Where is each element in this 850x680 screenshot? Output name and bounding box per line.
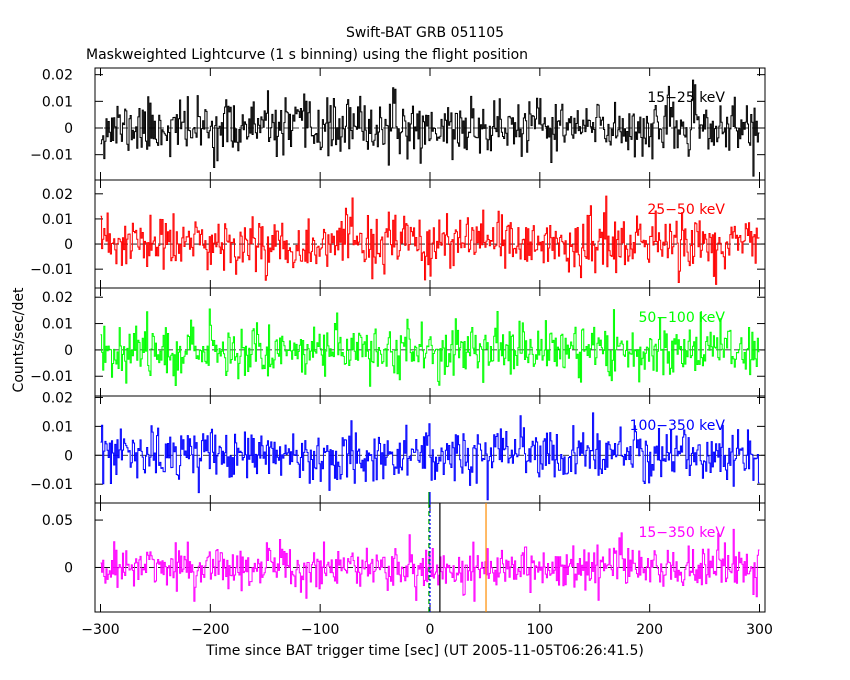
panel-frame [94,67,766,181]
series-line [100,79,760,177]
x-tick-label: 100 [526,622,553,638]
y-tick-label: 0.01 [42,94,73,110]
y-axis-label: Counts/sec/det [11,287,27,392]
panel-3: −0.01 0 0.01 0.02 50−100 keV [30,287,766,397]
y-tick-label: 0.02 [42,390,73,406]
panel-5: 0 0.05 15−350 keV [42,502,766,613]
y-tick-label: 0.01 [42,212,73,228]
series-label: 15−350 keV [638,525,725,541]
y-tick-label: 0.01 [42,317,73,333]
y-tick-label: 0.01 [42,419,73,435]
y-tick-label: 0 [64,560,73,576]
y-tick-label: 0 [64,343,73,359]
panels-group: −0.01 0 0.01 0.02 15−25 keV −0.01 0 0.01 0.02 25−… [30,67,773,638]
chart-subtitle: Maskweighted Lightcurve (1 s binning) us… [86,47,528,63]
series-line [100,195,760,285]
series-label: 25−50 keV [647,202,725,218]
panel-2: −0.01 0 0.01 0.02 25−50 keV [30,179,766,289]
x-tick-label: 200 [636,622,663,638]
x-tick-label: −200 [191,622,229,638]
y-tick-label: 0.02 [42,68,73,84]
y-tick-label: −0.01 [30,262,73,278]
y-tick-label: 0.02 [42,290,73,306]
panel-4: −0.01 0 0.01 0.02 100−350 keV [30,390,766,504]
series-label: 15−25 keV [647,90,725,106]
y-tick-label: 0 [64,237,73,253]
chart-title: Swift-BAT GRB 051105 [346,25,504,41]
x-tick-label: −300 [81,622,119,638]
x-axis-label: Time since BAT trigger time [sec] (UT 20… [205,643,644,659]
y-tick-label: 0 [64,121,73,137]
panel-1: −0.01 0 0.01 0.02 15−25 keV [30,67,766,181]
series-label: 50−100 keV [638,310,725,326]
y-tick-label: 0.02 [42,187,73,203]
series-line [100,528,760,602]
y-tick-label: 0.05 [42,513,73,529]
y-tick-label: −0.01 [30,477,73,493]
x-tick-label: 300 [746,622,773,638]
x-tick-label: −100 [301,622,339,638]
y-tick-label: 0 [64,448,73,464]
series-line [100,308,760,387]
series-line [100,412,760,501]
y-tick-label: −0.01 [30,148,73,164]
y-tick-label: −0.01 [30,369,73,385]
series-label: 100−350 keV [630,418,726,434]
x-tick-label: 0 [426,622,435,638]
panel-frame [94,287,766,397]
